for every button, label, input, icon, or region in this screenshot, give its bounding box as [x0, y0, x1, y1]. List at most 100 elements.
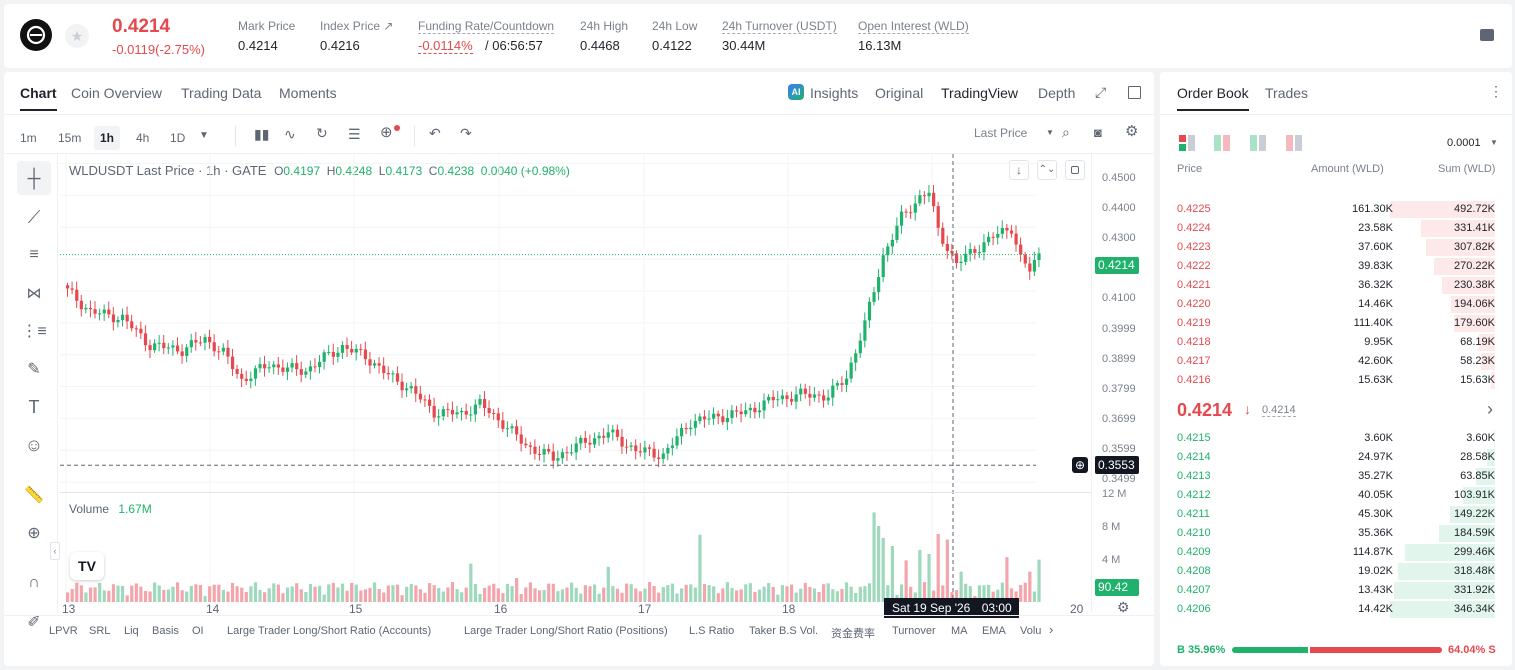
- indicators-icon[interactable]: ∿: [284, 126, 296, 142]
- timeframe-1d[interactable]: 1D: [170, 131, 186, 145]
- asks-row[interactable]: 0.4218 9.95K 68.19K: [1160, 333, 1505, 352]
- indicator-ls-positions[interactable]: Large Trader Long/Short Ratio (Positions…: [464, 625, 668, 637]
- timeframe-4h[interactable]: 4h: [136, 131, 150, 145]
- bids-row[interactable]: 0.4215 3.60K 3.60K: [1160, 429, 1505, 448]
- view-insights[interactable]: Insights: [810, 85, 859, 101]
- indicator-turnover[interactable]: Turnover: [892, 625, 936, 637]
- prediction-tool-icon[interactable]: ⋮≡: [21, 323, 47, 340]
- zoom-in-tool-icon[interactable]: ⊕: [27, 525, 41, 542]
- fib-tool-icon[interactable]: ≡: [29, 246, 39, 263]
- indicator-volume[interactable]: Volu: [1020, 625, 1042, 637]
- bids-row[interactable]: 0.4206 14.42K 346.34K: [1160, 600, 1505, 619]
- trend-line-tool-icon[interactable]: ⟋: [27, 206, 41, 227]
- bids-row[interactable]: 0.4207 13.43K 331.92K: [1160, 581, 1505, 600]
- indicator-funding-rate[interactable]: 资金费率: [831, 628, 875, 640]
- bids-row[interactable]: 0.4210 35.36K 184.59K: [1160, 524, 1505, 543]
- indicators-next-icon[interactable]: ›: [1049, 622, 1054, 637]
- replay-icon[interactable]: ↻: [316, 125, 328, 141]
- asks-amount: 39.83K: [1358, 260, 1393, 272]
- favorite-star-icon[interactable]: ★: [65, 24, 89, 48]
- tab-trades[interactable]: Trades: [1265, 85, 1309, 101]
- layout-bids-icon[interactable]: [1250, 135, 1266, 151]
- scroll-down-icon[interactable]: ↓: [1009, 160, 1029, 180]
- collapse-toolbar-icon[interactable]: ‹: [50, 542, 60, 560]
- view-tradingview[interactable]: TradingView: [941, 85, 1019, 101]
- asks-row[interactable]: 0.4219 111.40K 179.60K: [1160, 314, 1505, 333]
- magnet-tool-icon[interactable]: ∩: [28, 574, 40, 591]
- volume-bar: [157, 585, 161, 602]
- timeframe-15m[interactable]: 15m: [58, 131, 82, 145]
- timeframe-dropdown-icon[interactable]: ▼: [199, 130, 209, 141]
- bids-row[interactable]: 0.4209 114.87K 299.46K: [1160, 543, 1505, 562]
- expand-icon[interactable]: ⤢: [1095, 84, 1107, 100]
- indicator-taker-vol[interactable]: Taker B.S Vol.: [749, 625, 819, 637]
- asks-row[interactable]: 0.4220 14.46K 194.06K: [1160, 295, 1505, 314]
- search-icon[interactable]: ⌕: [1062, 124, 1070, 140]
- settings-gear-icon[interactable]: ⚙: [1125, 123, 1139, 140]
- timeframe-1m[interactable]: 1m: [20, 131, 37, 145]
- layout-split-icon[interactable]: [1214, 135, 1230, 151]
- redo-icon[interactable]: ↷: [460, 125, 472, 141]
- asks-row[interactable]: 0.4217 42.60K 58.23K: [1160, 352, 1505, 371]
- pattern-tool-icon[interactable]: ⋈: [26, 285, 42, 302]
- tab-trading-data[interactable]: Trading Data: [181, 85, 262, 101]
- templates-icon[interactable]: ☰: [348, 126, 361, 142]
- layout-asks-icon[interactable]: [1286, 135, 1302, 151]
- asks-row[interactable]: 0.4221 36.32K 230.38K: [1160, 276, 1505, 295]
- bids-row[interactable]: 0.4212 40.05K 103.91K: [1160, 486, 1505, 505]
- asks-row[interactable]: 0.4225 161.30K 492.72K: [1160, 200, 1505, 219]
- price-type-select[interactable]: Last Price: [974, 126, 1028, 140]
- indicator-basis[interactable]: Basis: [152, 625, 179, 637]
- indicator-ls-ratio[interactable]: L.S Ratio: [689, 625, 735, 637]
- indicator-srl[interactable]: SRL: [89, 625, 111, 637]
- precision-select[interactable]: 0.0001: [1447, 137, 1481, 149]
- book-icon[interactable]: [1480, 29, 1494, 41]
- asks-row[interactable]: 0.4224 23.58K 331.41K: [1160, 219, 1505, 238]
- candle-type-icon[interactable]: ▮▮: [254, 126, 270, 142]
- bids-row[interactable]: 0.4208 19.02K 318.48K: [1160, 562, 1505, 581]
- tab-order-book[interactable]: Order Book: [1177, 85, 1249, 111]
- window-icon[interactable]: [1128, 86, 1141, 99]
- crosshair-add-icon[interactable]: ⊕: [1072, 457, 1088, 473]
- precision-chevron-icon[interactable]: ▼: [1490, 138, 1498, 147]
- mid-chevron-right-icon[interactable]: ›: [1487, 399, 1493, 419]
- ruler-tool-icon[interactable]: 📏: [24, 487, 44, 504]
- view-original[interactable]: Original: [875, 85, 924, 101]
- camera-icon[interactable]: ◙: [1094, 125, 1102, 140]
- indicator-ema[interactable]: EMA: [982, 625, 1006, 637]
- asks-row[interactable]: 0.4222 39.83K 270.22K: [1160, 257, 1505, 276]
- emoji-tool-icon[interactable]: ☺: [24, 434, 44, 455]
- indicator-ma[interactable]: MA: [951, 625, 968, 637]
- bids-row[interactable]: 0.4213 35.27K 63.85K: [1160, 467, 1505, 486]
- indicator-liq[interactable]: Liq: [124, 625, 139, 637]
- asks-row[interactable]: 0.4223 37.60K 307.82K: [1160, 238, 1505, 257]
- indicator-ls-accounts[interactable]: Large Trader Long/Short Ratio (Accounts): [227, 625, 432, 637]
- index-price-label[interactable]: Index Price ↗: [320, 19, 394, 33]
- timeframe-1h[interactable]: 1h: [94, 126, 121, 150]
- tab-moments[interactable]: Moments: [279, 85, 337, 101]
- undo-icon[interactable]: ↶: [429, 125, 441, 141]
- text-tool-icon[interactable]: T: [28, 396, 40, 417]
- asks-row[interactable]: 0.4216 15.63K 15.63K: [1160, 371, 1505, 390]
- collapse-pane-icon[interactable]: ⌃⌄: [1037, 160, 1057, 180]
- layout-both-icon[interactable]: [1179, 135, 1195, 151]
- candle-body: [551, 451, 555, 461]
- candlestick-chart[interactable]: [60, 154, 1092, 624]
- pencil-lock-tool-icon[interactable]: ✐: [27, 614, 41, 631]
- axis-settings-icon[interactable]: ⚙: [1117, 599, 1130, 615]
- view-depth[interactable]: Depth: [1038, 85, 1076, 101]
- more-options-icon[interactable]: ⋮: [1489, 83, 1503, 99]
- tradingview-logo-icon[interactable]: TV: [70, 552, 104, 580]
- brush-tool-icon[interactable]: ✎: [27, 361, 41, 378]
- indicator-lpvr[interactable]: LPVR: [49, 625, 78, 637]
- tab-coin-overview[interactable]: Coin Overview: [71, 85, 163, 101]
- tab-chart[interactable]: Chart: [20, 85, 57, 111]
- indicator-oi[interactable]: OI: [192, 625, 204, 637]
- crosshair-tool-icon[interactable]: ┼: [17, 161, 51, 195]
- price-type-chevron-icon[interactable]: ▼: [1046, 128, 1054, 137]
- bids-row[interactable]: 0.4214 24.97K 28.58K: [1160, 448, 1505, 467]
- volume-bar: [840, 588, 844, 602]
- add-indicator-icon[interactable]: ⊕: [380, 124, 393, 141]
- maximize-pane-icon[interactable]: [1065, 160, 1085, 180]
- bids-row[interactable]: 0.4211 45.30K 149.22K: [1160, 505, 1505, 524]
